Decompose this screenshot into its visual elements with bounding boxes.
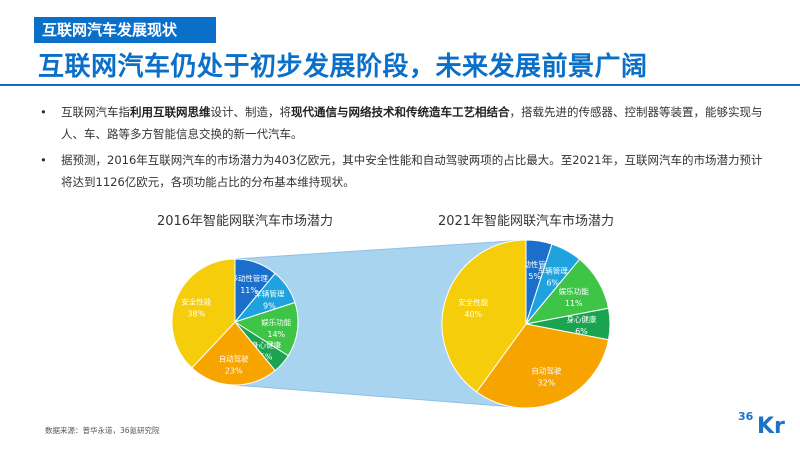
- slice-label: 娱乐功能: [261, 317, 291, 327]
- pie-title: 2021年智能网联汽车市场潜力: [438, 213, 614, 229]
- bullet-emphasis: 利用互联网思维: [130, 105, 211, 119]
- bullet-emphasis: 现代通信与网络技术和传统造车工艺相结合: [291, 105, 510, 119]
- slice-value: 9%: [263, 302, 276, 311]
- slice-value: 38%: [187, 310, 205, 319]
- bullet-item-1: • 互联网汽车指利用互联网思维设计、制造，将现代通信与网络技术和传统造车工艺相结…: [40, 101, 770, 145]
- section-tag: 互联网汽车发展现状: [34, 17, 216, 43]
- bullet-segment: 设计、制造，将: [210, 105, 292, 119]
- logo-number: 36: [738, 410, 754, 423]
- pie-slice: [171, 258, 236, 369]
- bullet-segment: ，搭载先进的传感器、控制器等装置，能够实现与人、车、路等多方智能信息交换的新一代…: [61, 105, 763, 141]
- slice-value: 32%: [538, 379, 556, 388]
- slice-label: 自动驾驶: [531, 366, 561, 376]
- pie-slice: [475, 323, 610, 409]
- slice-value: 23%: [225, 367, 243, 376]
- bullet-segment: 互联网汽车指: [61, 105, 130, 119]
- bullet-dot: •: [40, 105, 47, 119]
- slice-label: 车辆管理: [538, 265, 568, 275]
- slice-label: 身心健康: [566, 314, 596, 324]
- slice-label: 身心健康: [251, 339, 281, 349]
- bullet-dot: •: [40, 153, 47, 167]
- slice-value: 11%: [240, 286, 258, 295]
- slice-label: 安全性能: [181, 297, 211, 307]
- data-source: 数据来源：普华永道，36氪研究院: [45, 426, 160, 435]
- title-divider: [0, 84, 800, 86]
- slice-value: 5%: [260, 352, 273, 361]
- slice-label: 安全性能: [458, 297, 488, 307]
- bullet-text-2: 据预测，2016年互联网汽车的市场潜力为403亿欧元，其中安全性能和自动驾驶两项…: [61, 153, 762, 189]
- bullet-text-1: 互联网汽车指利用互联网思维设计、制造，将现代通信与网络技术和传统造车工艺相结合，…: [61, 105, 763, 141]
- slice-value: 14%: [267, 330, 285, 339]
- slice-label: 车辆管理: [254, 289, 284, 299]
- pie-title: 2016年智能网联汽车市场潜力: [157, 213, 333, 229]
- slice-value: 5%: [528, 272, 541, 281]
- pie-slice: [441, 239, 527, 393]
- slice-label: 自动驾驶: [219, 354, 249, 364]
- slice-value: 11%: [565, 299, 583, 308]
- slice-label: 移动性管理: [230, 273, 268, 283]
- bullet-segment: 据预测，2016年互联网汽车的市场潜力为403亿欧元，其中安全性能和自动驾驶两项…: [61, 153, 763, 189]
- slice-label: 娱乐功能: [559, 286, 589, 296]
- slice-value: 6%: [546, 278, 559, 287]
- logo-letters: Kr: [757, 414, 785, 439]
- slice-value: 40%: [464, 310, 482, 319]
- slice-label: 移动性管理: [516, 259, 554, 269]
- slice-value: 6%: [575, 327, 588, 336]
- page-title: 互联网汽车仍处于初步发展阶段，未来发展前景广阔: [38, 52, 648, 82]
- pie-slice: [191, 321, 276, 386]
- bullet-item-2: • 据预测，2016年互联网汽车的市场潜力为403亿欧元，其中安全性能和自动驾驶…: [40, 149, 770, 193]
- bullet-list: • 互联网汽车指利用互联网思维设计、制造，将现代通信与网络技术和传统造车工艺相结…: [40, 101, 770, 197]
- pie-chart-2: 2021年智能网联汽车市场潜力移动性管理5%车辆管理6%娱乐功能11%身心健康6…: [438, 213, 614, 409]
- pie-slice: [233, 301, 299, 357]
